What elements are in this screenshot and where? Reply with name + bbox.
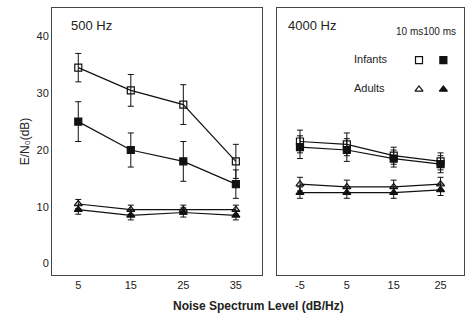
svg-text:500 Hz: 500 Hz [71, 18, 112, 33]
svg-text:15: 15 [125, 279, 137, 291]
svg-text:Noise Spectrum Level (dB/Hz): Noise Spectrum Level (dB/Hz) [173, 299, 344, 313]
svg-text:25: 25 [177, 279, 189, 291]
svg-text:15: 15 [388, 279, 400, 291]
svg-text:Adults: Adults [354, 82, 385, 94]
svg-text:20: 20 [37, 144, 49, 156]
svg-text:25: 25 [434, 279, 446, 291]
svg-text:4000 Hz: 4000 Hz [288, 18, 336, 33]
svg-text:10 ms100 ms: 10 ms100 ms [396, 26, 456, 37]
svg-text:35: 35 [230, 279, 242, 291]
svg-text:5: 5 [344, 279, 350, 291]
svg-text:Infants: Infants [354, 53, 388, 65]
svg-text:40: 40 [37, 30, 49, 42]
svg-text:0: 0 [43, 257, 49, 269]
svg-text:5: 5 [75, 279, 81, 291]
svg-text:E/N₀(dB): E/N₀(dB) [18, 118, 32, 166]
svg-text:-5: -5 [295, 279, 305, 291]
svg-text:10: 10 [37, 201, 49, 213]
svg-text:30: 30 [37, 87, 49, 99]
